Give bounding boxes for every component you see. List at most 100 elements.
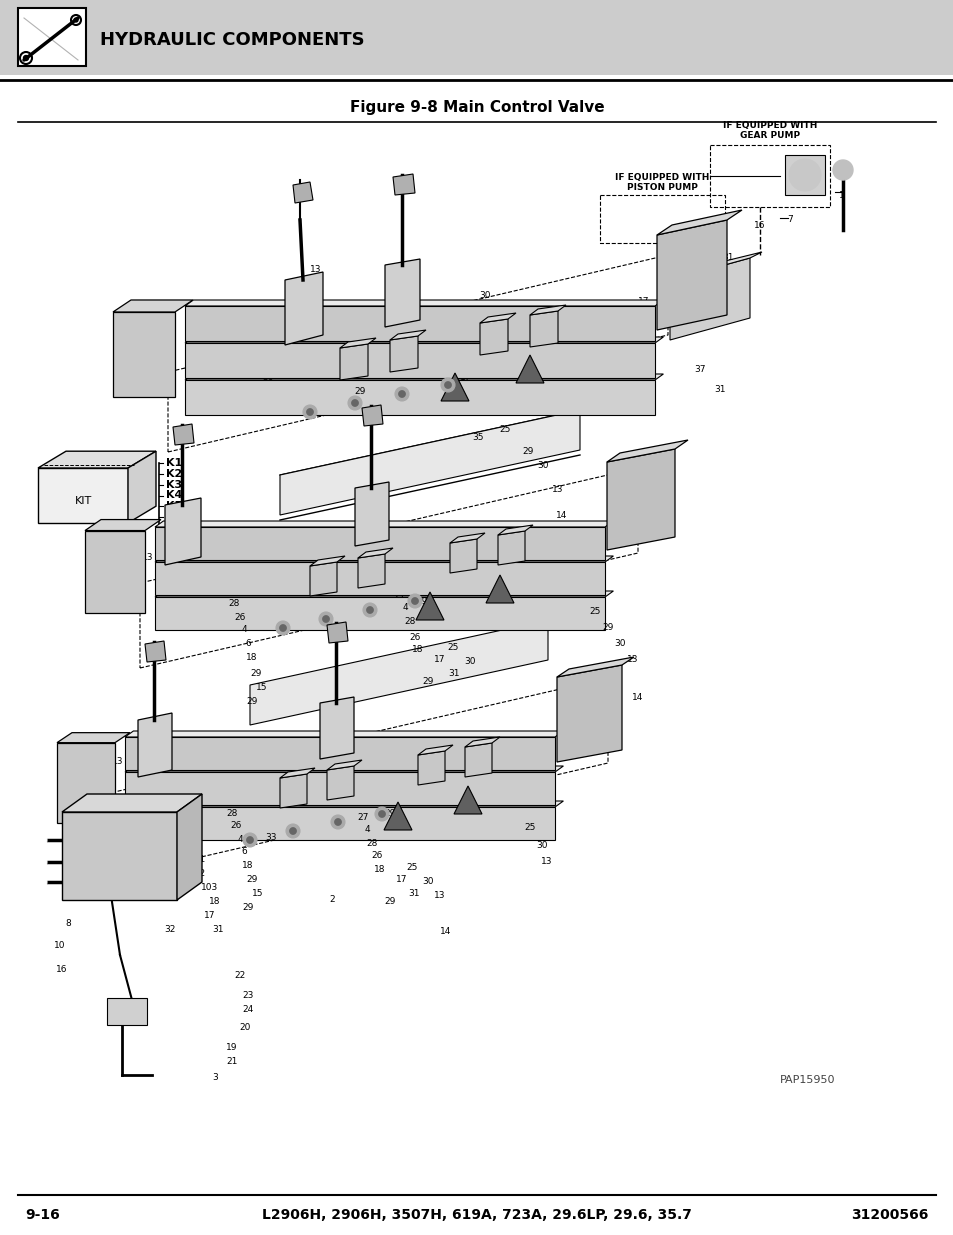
Polygon shape: [485, 576, 514, 603]
Text: HYDRAULIC COMPONENTS: HYDRAULIC COMPONENTS: [100, 31, 364, 49]
Text: 24: 24: [242, 1005, 253, 1014]
Text: 15: 15: [256, 683, 268, 693]
Polygon shape: [85, 531, 145, 613]
Polygon shape: [393, 174, 415, 195]
Text: 13: 13: [310, 266, 321, 274]
Circle shape: [335, 819, 341, 825]
Text: 18: 18: [492, 583, 503, 593]
Polygon shape: [339, 338, 375, 348]
Text: 4: 4: [539, 532, 545, 541]
Circle shape: [348, 396, 361, 410]
Polygon shape: [355, 482, 389, 546]
Polygon shape: [530, 305, 565, 315]
Text: 15: 15: [252, 888, 263, 898]
Text: 29: 29: [601, 624, 613, 632]
Text: KIT: KIT: [74, 496, 91, 506]
Polygon shape: [390, 336, 417, 372]
Text: 29: 29: [416, 597, 427, 605]
Text: 29: 29: [422, 678, 434, 687]
Polygon shape: [62, 811, 177, 900]
Text: 35: 35: [472, 433, 483, 442]
Circle shape: [395, 387, 409, 401]
Text: 26: 26: [234, 613, 246, 621]
Bar: [709, 144, 829, 207]
Polygon shape: [417, 745, 453, 755]
Polygon shape: [185, 343, 655, 378]
Polygon shape: [185, 306, 655, 341]
Text: 30: 30: [464, 657, 476, 667]
Text: 5: 5: [352, 785, 357, 794]
Text: 30: 30: [262, 373, 274, 383]
Polygon shape: [125, 737, 555, 769]
Polygon shape: [154, 562, 604, 595]
Polygon shape: [310, 562, 336, 597]
Text: 37: 37: [694, 366, 705, 374]
Circle shape: [33, 832, 47, 847]
Text: K6: K6: [166, 513, 182, 522]
Circle shape: [440, 378, 455, 391]
Polygon shape: [38, 451, 156, 468]
Text: 15: 15: [344, 772, 355, 781]
Text: 26: 26: [406, 341, 417, 350]
Text: 18: 18: [506, 784, 517, 794]
Polygon shape: [185, 337, 662, 343]
Polygon shape: [784, 156, 824, 195]
Polygon shape: [464, 743, 492, 777]
Polygon shape: [357, 548, 393, 558]
Text: 14: 14: [612, 457, 623, 467]
Text: 26: 26: [354, 799, 365, 808]
Circle shape: [306, 409, 314, 415]
Circle shape: [279, 625, 286, 631]
Polygon shape: [530, 311, 558, 347]
Text: K3: K3: [166, 479, 182, 489]
Polygon shape: [280, 774, 307, 808]
Polygon shape: [479, 319, 507, 354]
Text: 27: 27: [394, 590, 405, 599]
Polygon shape: [479, 312, 516, 324]
Text: K1: K1: [166, 458, 182, 468]
Polygon shape: [177, 794, 202, 900]
Text: 31: 31: [714, 385, 725, 394]
Polygon shape: [85, 520, 161, 531]
Text: 25: 25: [447, 643, 458, 652]
Text: 102: 102: [190, 869, 207, 878]
Polygon shape: [145, 641, 166, 662]
Polygon shape: [361, 405, 382, 426]
Bar: [599, 195, 724, 243]
Polygon shape: [172, 424, 193, 445]
Polygon shape: [464, 737, 499, 747]
Text: 14: 14: [440, 927, 451, 936]
Polygon shape: [310, 556, 345, 566]
Circle shape: [318, 613, 333, 626]
Text: 27: 27: [541, 312, 553, 321]
Text: 5: 5: [387, 564, 393, 573]
Text: 5: 5: [539, 557, 545, 566]
Text: 4: 4: [555, 315, 560, 325]
Text: 15: 15: [377, 551, 390, 559]
Text: 30: 30: [422, 877, 434, 885]
Polygon shape: [107, 998, 147, 1025]
Text: 13: 13: [552, 485, 563, 494]
Circle shape: [275, 621, 290, 635]
Circle shape: [331, 815, 345, 829]
Polygon shape: [390, 330, 426, 340]
Polygon shape: [319, 697, 354, 760]
Text: 30: 30: [478, 291, 490, 300]
Circle shape: [74, 19, 78, 22]
Polygon shape: [669, 252, 761, 280]
Text: 33: 33: [438, 795, 450, 804]
Polygon shape: [497, 531, 524, 564]
Circle shape: [366, 606, 374, 614]
Polygon shape: [154, 521, 613, 527]
Polygon shape: [669, 258, 749, 340]
Polygon shape: [280, 410, 579, 515]
Polygon shape: [454, 785, 481, 814]
Text: 30: 30: [366, 353, 377, 363]
Text: 6: 6: [225, 588, 231, 597]
Text: L2906H, 2906H, 3507H, 619A, 723A, 29.6LP, 29.6, 35.7: L2906H, 2906H, 3507H, 619A, 723A, 29.6LP…: [262, 1208, 691, 1221]
Polygon shape: [280, 768, 314, 778]
Text: 16: 16: [754, 221, 765, 230]
Circle shape: [411, 598, 418, 604]
Text: 31200566: 31200566: [851, 1208, 928, 1221]
Circle shape: [286, 824, 299, 839]
